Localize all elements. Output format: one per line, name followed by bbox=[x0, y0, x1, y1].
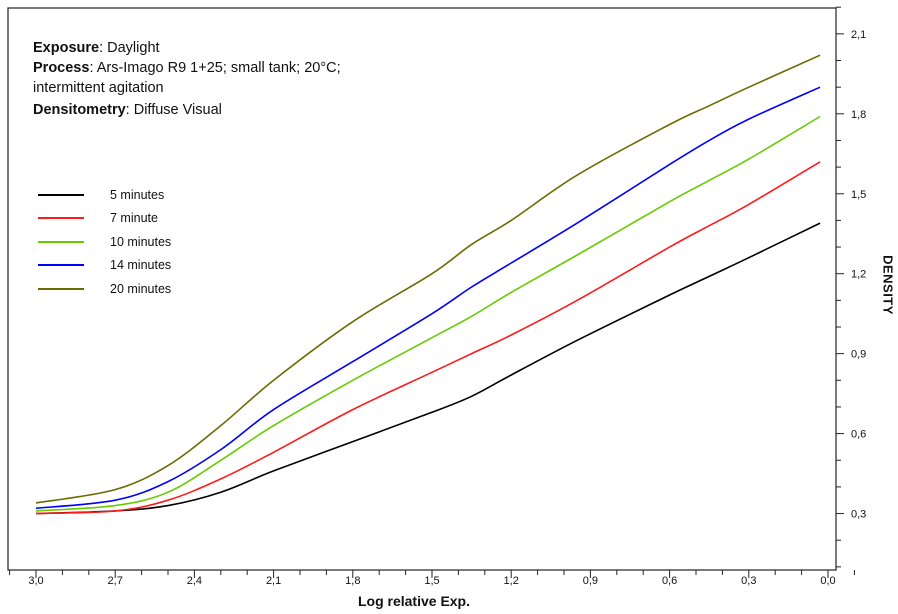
x-tick-label: 0,3 bbox=[741, 575, 756, 587]
densitometry-value: : Diffuse Visual bbox=[125, 102, 222, 118]
legend-swatch bbox=[38, 287, 84, 290]
y-tick-label: 0,6 bbox=[851, 429, 866, 441]
x-tick-label: 0,6 bbox=[662, 575, 677, 587]
legend-label: 20 minutes bbox=[110, 281, 172, 296]
series-line-2 bbox=[35, 161, 821, 515]
legend: 5 minutes 7 minute 10 minutes 14 minutes 20 … bbox=[38, 183, 171, 301]
legend-swatch bbox=[38, 240, 84, 243]
series-line-1 bbox=[35, 222, 821, 515]
series-line-5 bbox=[35, 54, 821, 504]
legend-item: 10 minutes bbox=[38, 230, 171, 254]
legend-item: 5 minutes bbox=[38, 183, 171, 207]
info-block: Exposure: Daylight Process: Ars-Imago R9… bbox=[33, 37, 341, 121]
x-tick-label: 0,9 bbox=[583, 575, 598, 587]
legend-swatch bbox=[38, 264, 84, 267]
densitometry-label: Densitometry bbox=[33, 102, 126, 118]
legend-label: 7 minute bbox=[110, 211, 158, 226]
series-line-4 bbox=[35, 86, 821, 509]
legend-swatch bbox=[38, 193, 84, 196]
x-tick-label: 0,0 bbox=[820, 575, 835, 587]
x-tick-label: 2,7 bbox=[108, 575, 123, 587]
x-tick-label: 1,5 bbox=[424, 575, 439, 587]
process-line-2: intermittent agitation bbox=[33, 77, 341, 99]
x-tick-label: 1,2 bbox=[504, 575, 519, 587]
process-label: Process bbox=[33, 60, 90, 76]
plot-frame bbox=[7, 7, 837, 571]
y-axis-title: DENSITY bbox=[880, 255, 896, 315]
legend-item: 7 minute bbox=[38, 207, 171, 231]
legend-swatch bbox=[38, 217, 84, 220]
y-tick-label: 1,5 bbox=[851, 189, 866, 201]
process-line: Process: Ars-Imago R9 1+25; small tank; … bbox=[33, 59, 341, 77]
process-value-2: intermittent agitation bbox=[33, 80, 164, 96]
x-tick-label: 2,4 bbox=[187, 575, 202, 587]
exposure-value: : Daylight bbox=[99, 40, 160, 56]
y-tick-label: 1,2 bbox=[851, 269, 866, 281]
legend-label: 10 minutes bbox=[110, 234, 172, 249]
y-tick-label: 0,9 bbox=[851, 349, 866, 361]
x-tick-label: 3,0 bbox=[28, 575, 43, 587]
y-tick-label: 2,1 bbox=[851, 29, 866, 41]
legend-item: 20 minutes bbox=[38, 277, 171, 301]
y-tick-label: 1,8 bbox=[851, 109, 866, 121]
exposure-line: Exposure: Daylight bbox=[33, 37, 341, 59]
process-value: : Ars-Imago R9 1+25; small tank; 20°C; bbox=[89, 60, 341, 76]
x-axis-title: Log relative Exp. bbox=[357, 593, 471, 609]
x-tick-label: 2,1 bbox=[266, 575, 281, 587]
series-line-3 bbox=[35, 115, 821, 512]
legend-item: 14 minutes bbox=[38, 254, 171, 278]
legend-label: 14 minutes bbox=[110, 258, 172, 273]
densitometry-line: Densitometry: Diffuse Visual bbox=[33, 99, 341, 121]
y-tick-label: 0,3 bbox=[851, 509, 866, 521]
legend-label: 5 minutes bbox=[110, 187, 165, 202]
exposure-label: Exposure bbox=[33, 40, 100, 56]
x-tick-label: 1,8 bbox=[345, 575, 360, 587]
